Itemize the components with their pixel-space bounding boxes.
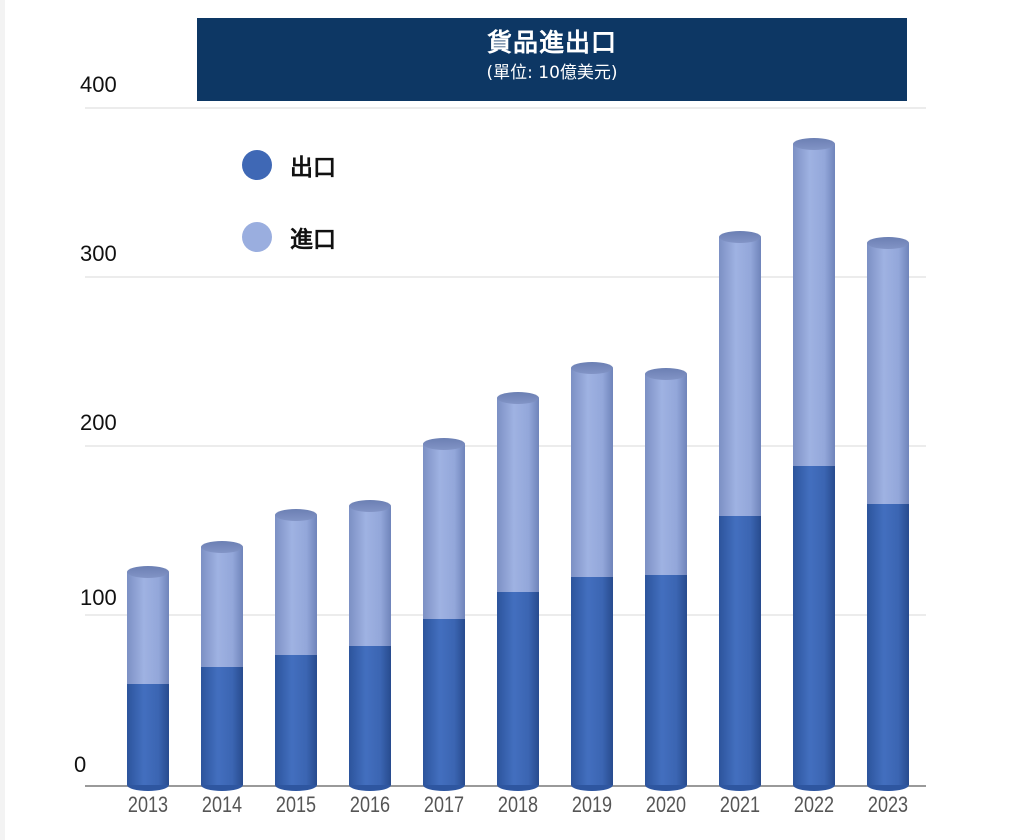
legend-label: 進口 (290, 227, 336, 253)
y-tick-400: 400 (80, 72, 117, 97)
bar-segment-exports (349, 646, 391, 785)
bar-top-cap (423, 437, 465, 450)
bar-top-cap (571, 361, 613, 374)
legend-label: 出口 (290, 155, 336, 181)
bar-segment-imports (719, 237, 761, 517)
bar-top-cap (349, 500, 391, 513)
bar-segment-exports (127, 683, 169, 785)
gridline-300 (85, 276, 926, 278)
bar-segment-exports (719, 516, 761, 785)
bar-top-cap (645, 368, 687, 381)
legend-item-exports: 出口 (242, 148, 336, 182)
bar-segment-exports (571, 577, 613, 785)
bar-segment-exports (645, 575, 687, 785)
y-tick-200: 200 (80, 410, 117, 435)
bar-top-cap (719, 231, 761, 244)
bar-top-cap (275, 508, 317, 521)
bar-segment-exports (423, 619, 465, 785)
y-tick-100: 100 (80, 585, 117, 610)
bar-top-cap (497, 391, 539, 404)
x-tick-2013: 2013 (127, 792, 169, 817)
chart-subtitle: (單位: 10億美元) (486, 63, 618, 83)
left-edge-strip (0, 0, 5, 840)
x-tick-2021: 2021 (719, 792, 761, 817)
bar-segment-imports (497, 397, 539, 593)
bar-segment-exports (201, 666, 243, 785)
x-tick-2015: 2015 (275, 792, 317, 817)
legend-dot-icon (242, 222, 272, 252)
x-tick-2023: 2023 (867, 792, 909, 817)
bar-segment-exports (793, 465, 835, 785)
x-tick-2019: 2019 (571, 792, 613, 817)
x-tick-2018: 2018 (497, 792, 539, 817)
bar-segment-exports (497, 592, 539, 785)
bar-segment-imports (793, 144, 835, 466)
chart-title-banner: 貨品進出口 (單位: 10億美元) (197, 18, 907, 101)
bar-segment-imports (275, 514, 317, 655)
bar-segment-imports (867, 242, 909, 505)
bar-top-cap (201, 540, 243, 553)
x-tick-2022: 2022 (793, 792, 835, 817)
bar-segment-imports (201, 546, 243, 667)
y-tick-0: 0 (74, 752, 87, 777)
chart-title: 貨品進出口 (486, 28, 617, 57)
x-tick-2016: 2016 (349, 792, 391, 817)
x-tick-2017: 2017 (423, 792, 465, 817)
bar-top-cap (867, 236, 909, 249)
x-tick-2014: 2014 (201, 792, 243, 817)
bar-top-cap (127, 566, 169, 579)
legend-dot-icon (242, 150, 272, 180)
bar-top-cap (793, 138, 835, 151)
gridline-400 (85, 107, 926, 109)
bar-segment-exports (275, 654, 317, 785)
legend-item-imports: 進口 (242, 220, 336, 254)
bar-segment-imports (571, 367, 613, 578)
bar-segment-imports (349, 506, 391, 647)
x-tick-2020: 2020 (645, 792, 687, 817)
bar-segment-imports (127, 572, 169, 684)
y-tick-300: 300 (80, 241, 117, 266)
bar-segment-imports (423, 443, 465, 620)
bar-segment-imports (645, 374, 687, 576)
bar-segment-exports (867, 504, 909, 785)
